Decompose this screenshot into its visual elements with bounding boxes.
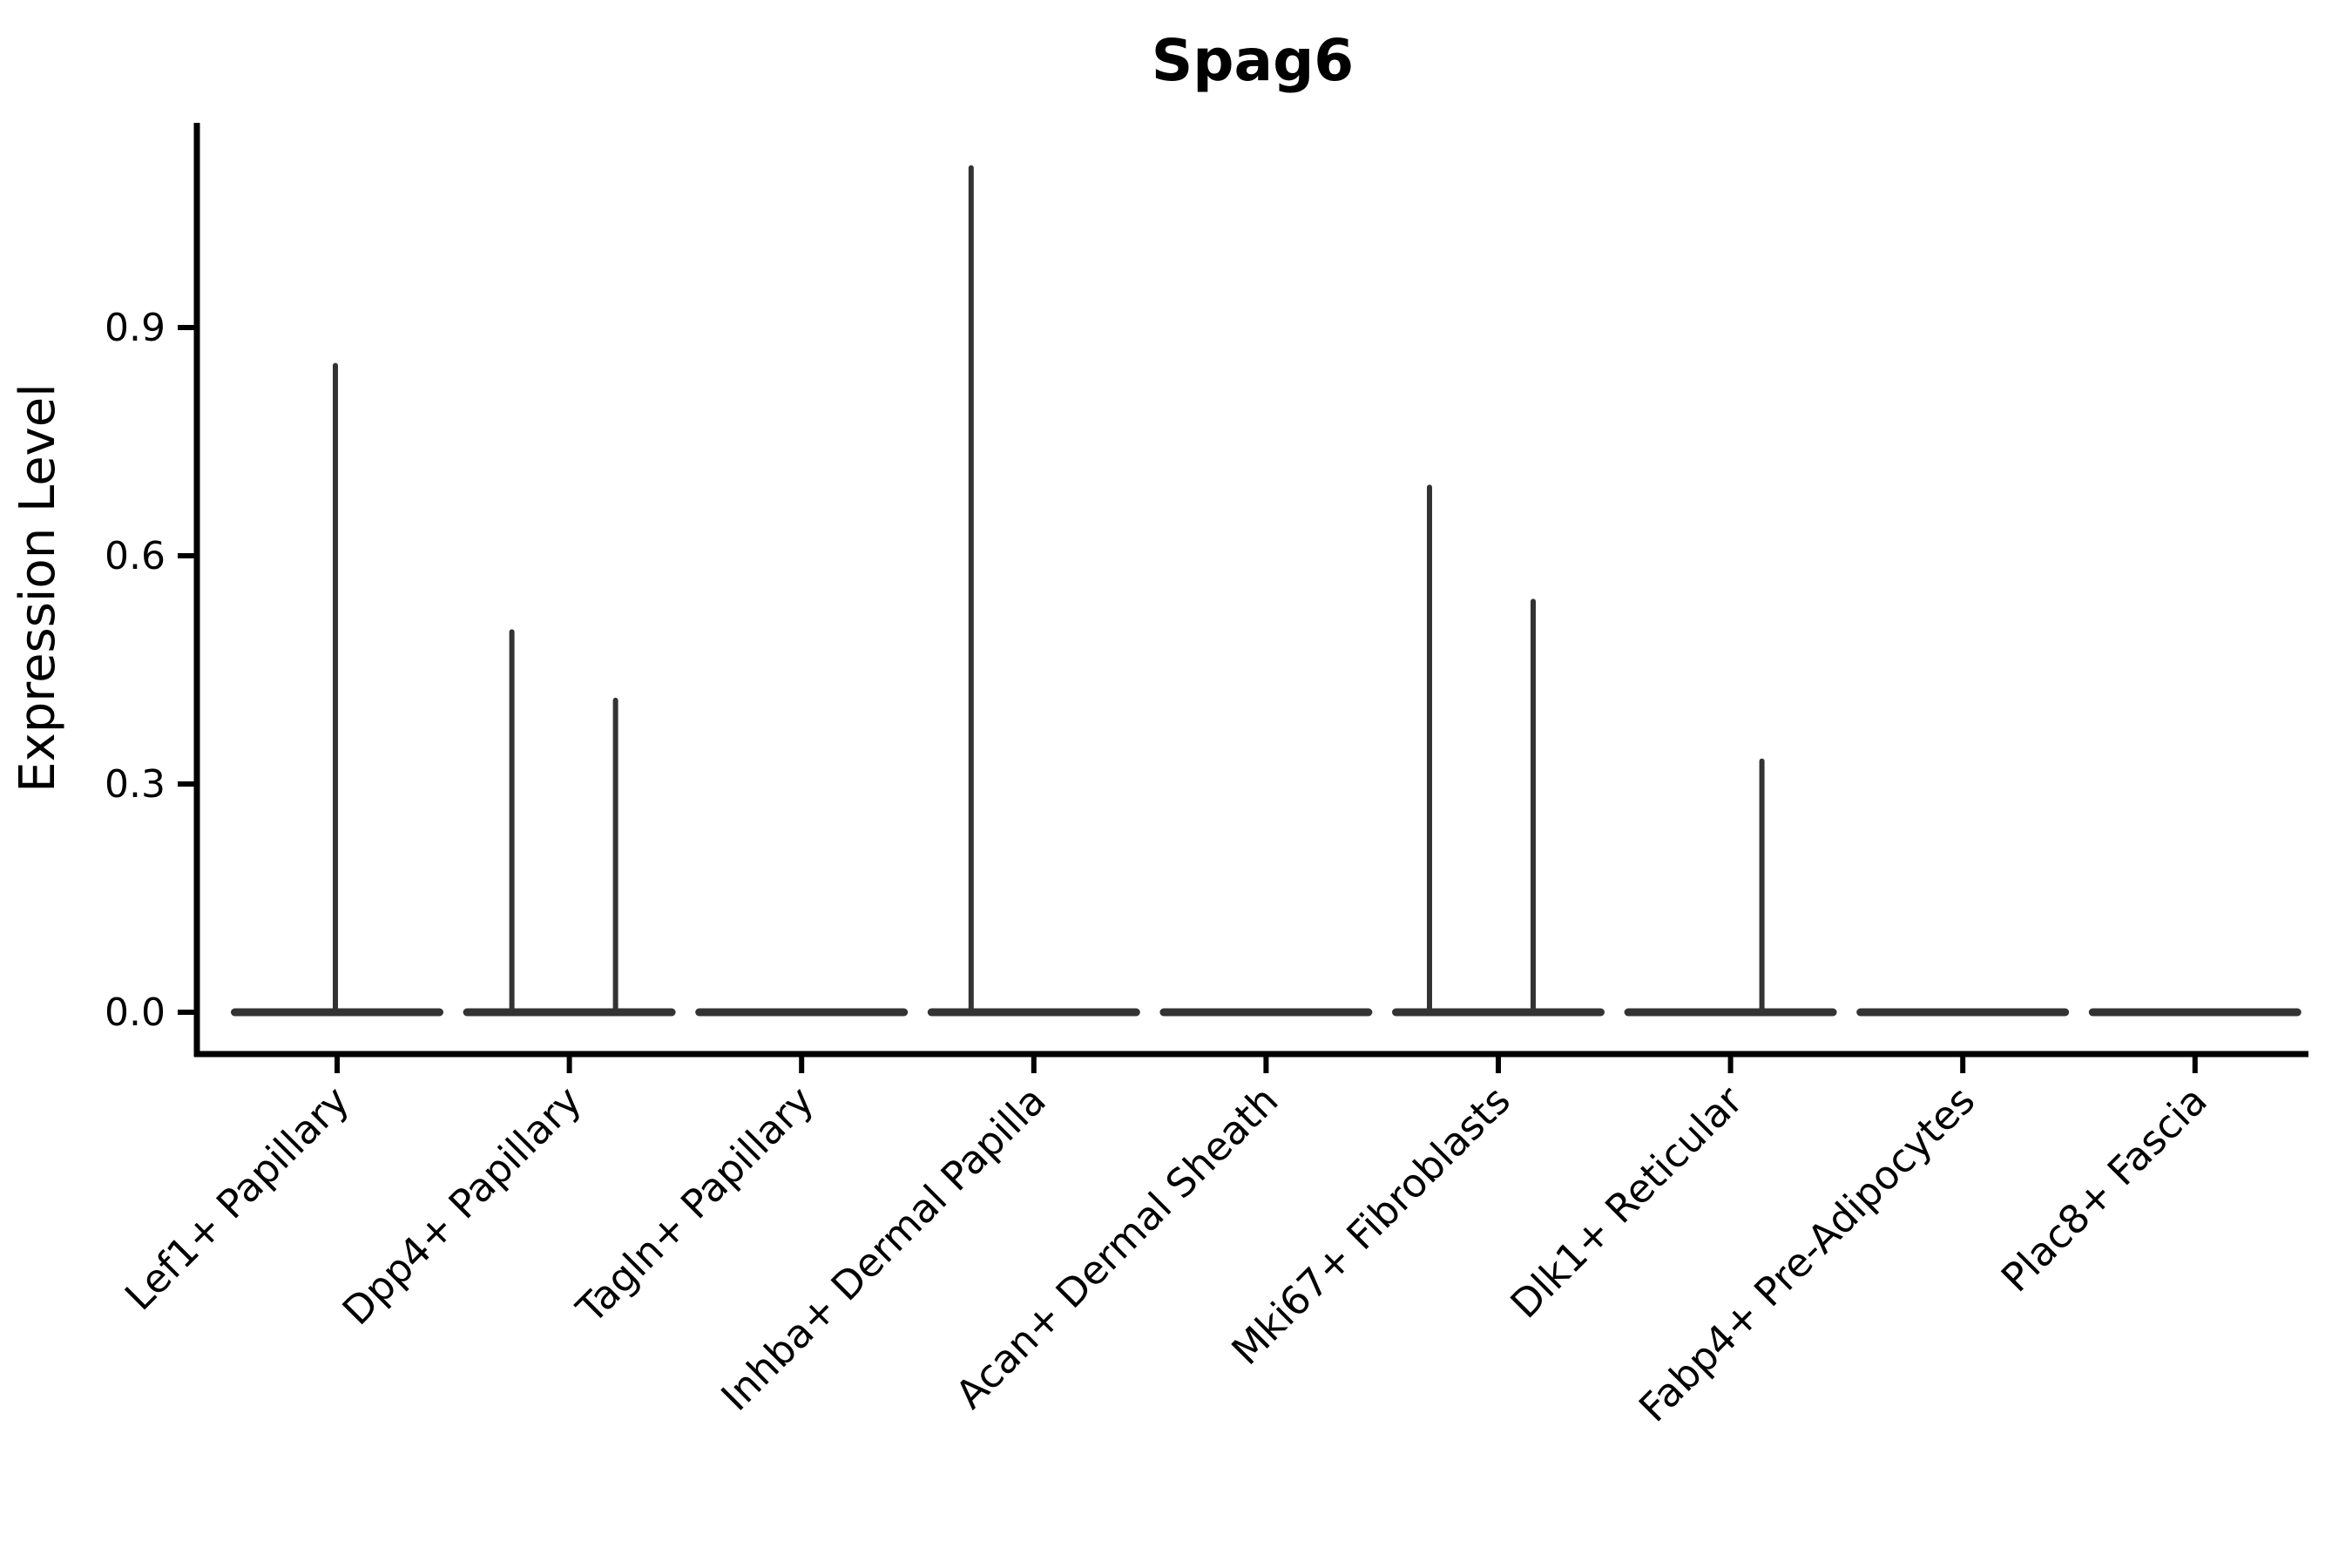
- x-tick-label: Dlk1+ Reticular: [1502, 1077, 1752, 1327]
- violin-base: [1392, 1008, 1605, 1017]
- y-tick-label: 0.0: [105, 990, 166, 1035]
- violin-base: [695, 1008, 909, 1017]
- y-tick-label: 0.9: [105, 306, 166, 350]
- x-tick-label: Tagln+ Papillary: [567, 1078, 822, 1333]
- y-tick-label: 0.3: [105, 762, 166, 807]
- plot-title: Spag6: [1152, 27, 1354, 94]
- y-tick-label: 0.6: [105, 534, 166, 578]
- x-tick-label: Lef1+ Papillary: [116, 1078, 358, 1320]
- violin-base: [2088, 1008, 2301, 1017]
- x-tick-label: Plac8+ Fascia: [1992, 1078, 2216, 1301]
- violin-base: [1624, 1008, 1837, 1017]
- violin-base: [1856, 1008, 2070, 1017]
- x-tick-label: Dpp4+ Papillary: [334, 1078, 591, 1335]
- y-axis-label: Expression Level: [10, 383, 66, 793]
- violin-base: [1159, 1008, 1373, 1017]
- violin-base: [463, 1008, 676, 1017]
- violin-base: [927, 1008, 1140, 1017]
